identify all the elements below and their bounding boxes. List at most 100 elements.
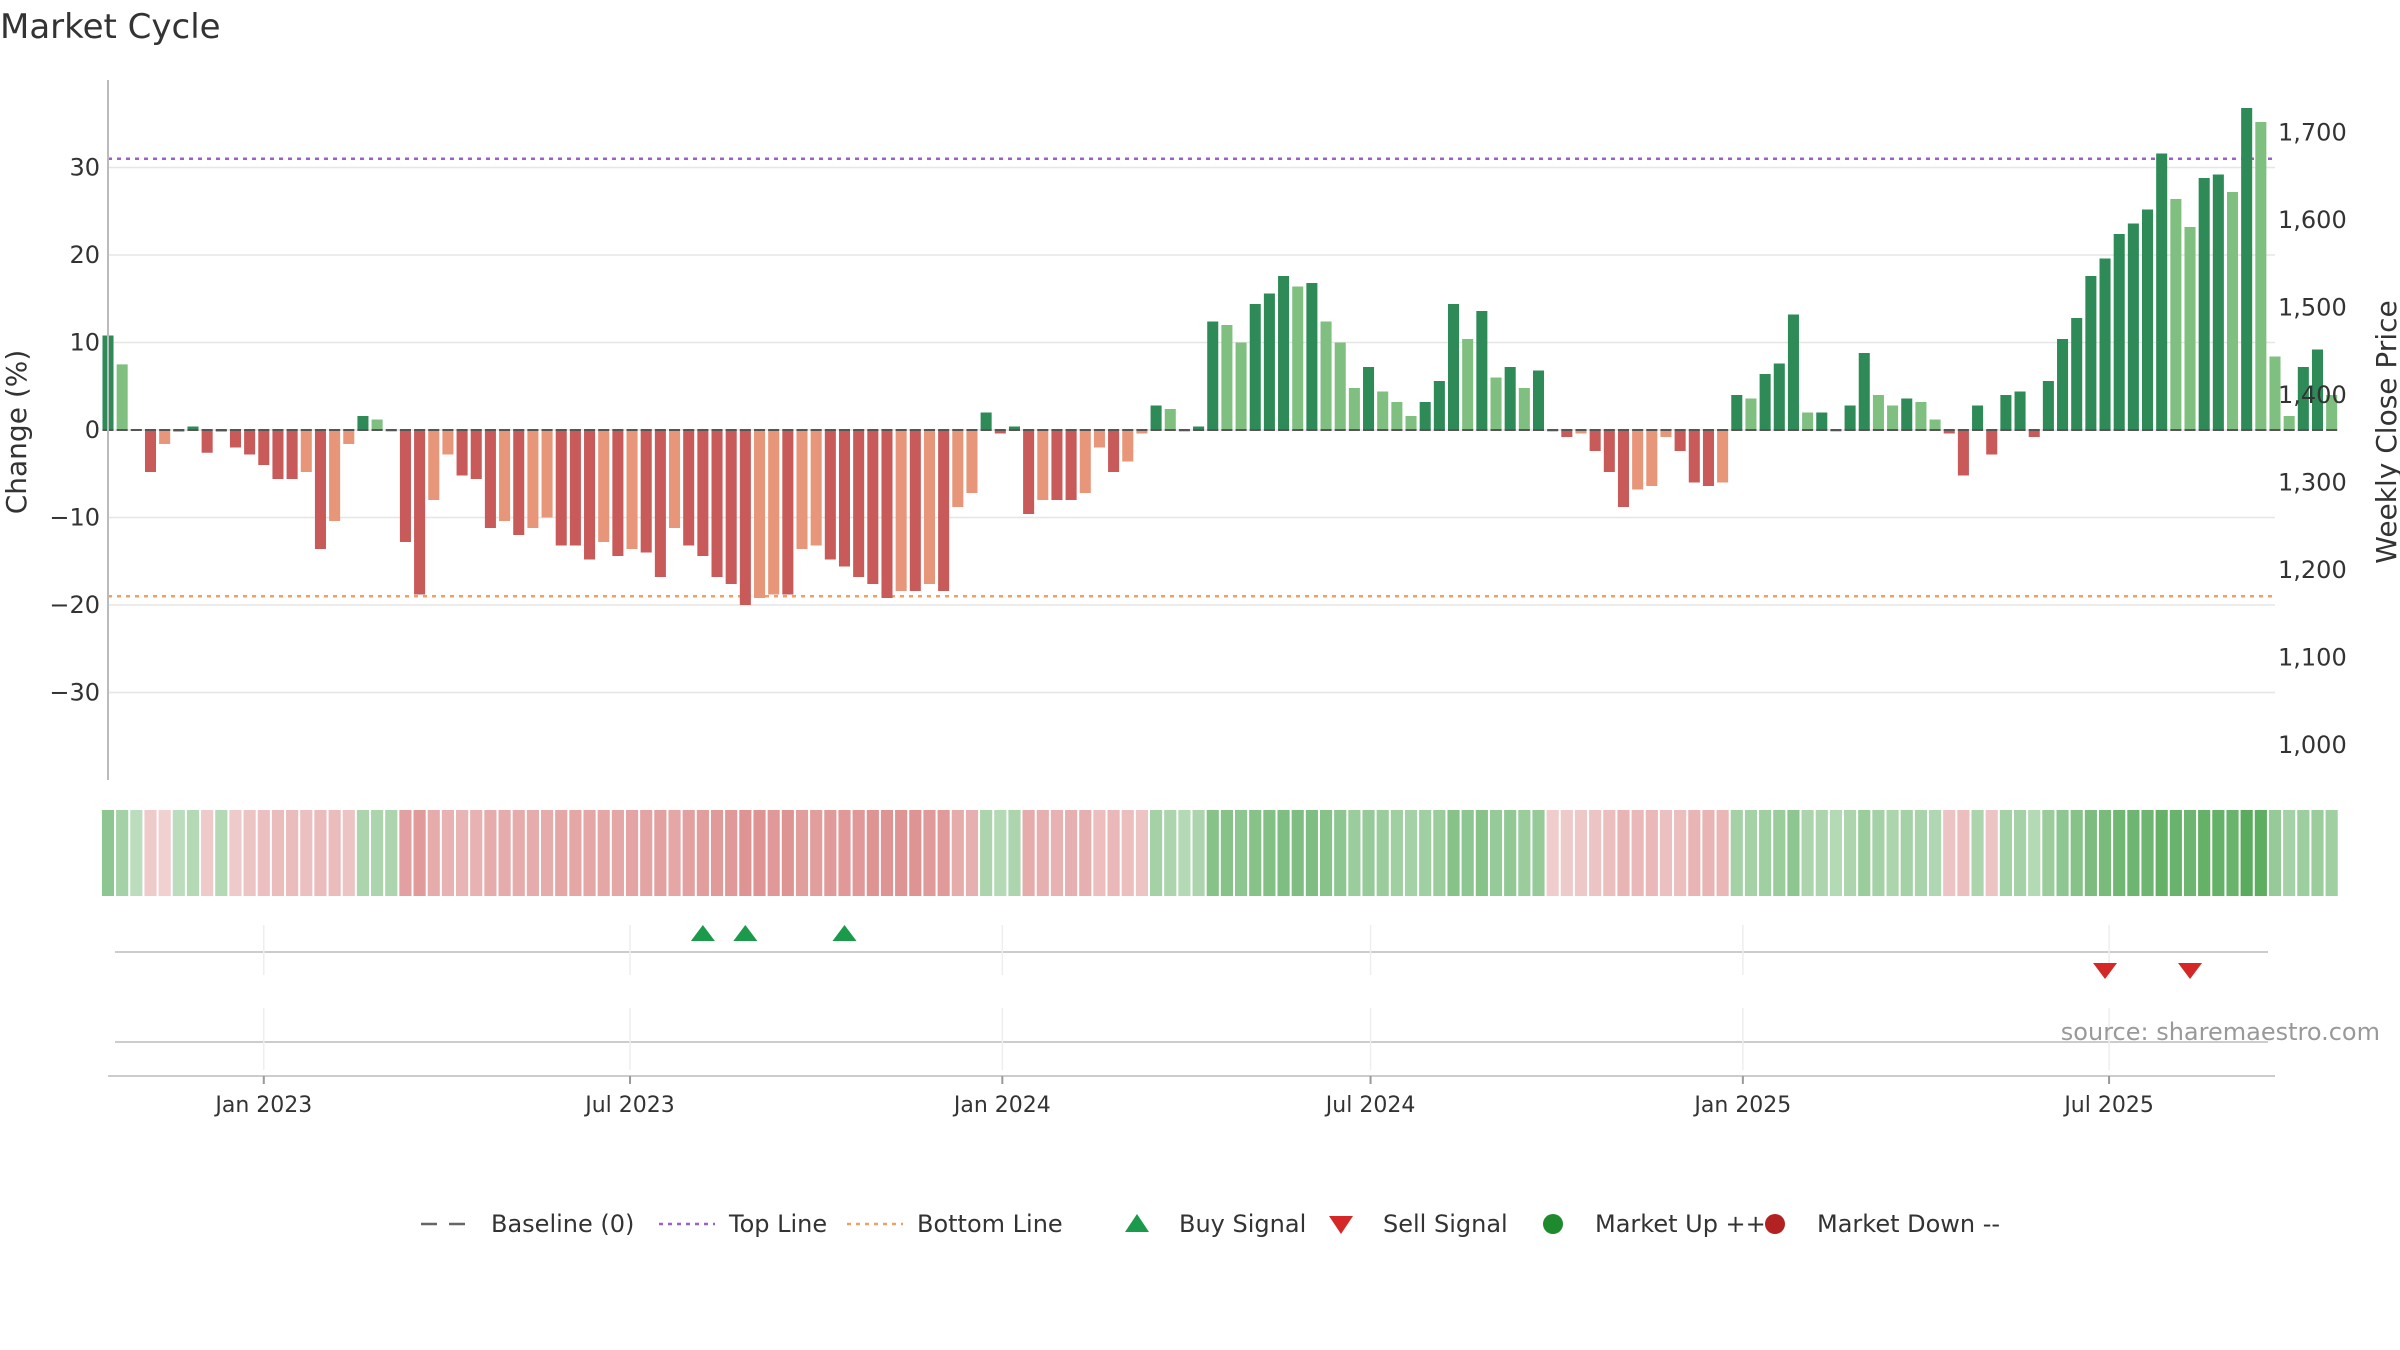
change-bar xyxy=(1802,412,1814,430)
change-bar xyxy=(1065,430,1077,500)
heat-cell xyxy=(824,810,837,896)
change-bar xyxy=(414,430,426,595)
legend-item: Bottom Line xyxy=(847,1210,1063,1238)
heat-cell xyxy=(1489,810,1503,896)
change-bar xyxy=(1348,388,1360,430)
heat-cell xyxy=(172,810,185,896)
change-bar xyxy=(399,430,411,542)
change-bar xyxy=(952,430,964,507)
change-bar xyxy=(286,430,298,479)
heat-cell xyxy=(1702,810,1715,896)
y-left-tick-label: −20 xyxy=(49,591,100,619)
change-bar xyxy=(1957,430,1969,476)
change-bar xyxy=(867,430,879,584)
heat-cell xyxy=(795,810,809,896)
heat-cell xyxy=(130,810,143,896)
legend-item: Baseline (0) xyxy=(421,1210,634,1238)
heat-cell xyxy=(271,810,285,896)
heat-cell xyxy=(1589,810,1602,896)
heat-cell xyxy=(923,810,936,896)
heat-cell xyxy=(2113,810,2126,896)
change-bar xyxy=(1901,398,1913,430)
change-bar xyxy=(1731,395,1743,430)
change-bar xyxy=(725,430,737,584)
heat-cell xyxy=(611,810,624,896)
change-bar xyxy=(1518,388,1530,430)
change-bar xyxy=(683,430,695,546)
change-bar xyxy=(1986,430,1998,455)
change-bar xyxy=(1532,370,1545,430)
heat-cell xyxy=(640,810,653,896)
heat-cell xyxy=(2183,810,2197,896)
heat-cell xyxy=(1334,810,1347,896)
heat-cell xyxy=(470,810,483,896)
heat-cell xyxy=(1928,810,1942,896)
heat-cell xyxy=(1065,810,1078,896)
heat-cell xyxy=(1999,810,2012,896)
y-left-tick-label: 10 xyxy=(69,329,100,357)
change-bar xyxy=(527,430,539,528)
change-bar xyxy=(1093,430,1105,448)
y-left-tick-label: 30 xyxy=(69,154,100,182)
heat-cell xyxy=(1135,810,1149,896)
y-axis-right-label: Weekly Close Price xyxy=(2370,300,2400,563)
buy-signal-marker xyxy=(832,925,857,941)
change-bar xyxy=(1589,430,1601,451)
change-bar xyxy=(2226,192,2239,430)
y-right-tick-label: 1,400 xyxy=(2278,381,2347,409)
change-bar xyxy=(1433,381,1445,430)
heat-cell xyxy=(625,810,639,896)
heat-cell xyxy=(1206,810,1219,896)
heat-cell xyxy=(1971,810,1984,896)
heat-cell xyxy=(144,810,157,896)
heat-cell xyxy=(1943,810,1956,896)
change-bar xyxy=(1462,339,1474,430)
change-bar xyxy=(2071,318,2083,430)
change-bar xyxy=(456,430,468,476)
change-bar xyxy=(640,430,652,553)
change-bar xyxy=(1263,293,1275,430)
axes: 30 20 10 0 −10 −20 −30 1,700 1,600 1,500 1,400 1,30… xyxy=(49,80,2347,780)
heat-cell xyxy=(2098,810,2112,896)
change-bar xyxy=(1320,321,1332,430)
heat-cell xyxy=(1263,810,1276,896)
change-bar xyxy=(159,430,171,444)
change-bar xyxy=(1008,426,1020,430)
heat-cell xyxy=(1730,810,1743,896)
change-bar xyxy=(980,412,992,430)
heat-cell xyxy=(427,810,440,896)
change-bar xyxy=(1504,367,1516,430)
sell-signal-marker xyxy=(2178,963,2203,979)
legend-label: Baseline (0) xyxy=(491,1210,634,1238)
heat-cell xyxy=(1900,810,1913,896)
change-bar xyxy=(1943,430,1955,434)
heat-cell xyxy=(2155,810,2168,896)
change-bar xyxy=(569,430,581,546)
x-tick-label: Jan 2023 xyxy=(213,1093,312,1118)
change-bar xyxy=(782,430,794,595)
heat-cell xyxy=(1022,810,1035,896)
legend: Baseline (0) Top Line Bottom Line Buy Signa… xyxy=(421,1210,2000,1238)
change-bar xyxy=(2014,391,2026,430)
heat-cell xyxy=(1093,810,1106,896)
change-bar xyxy=(1037,430,1049,500)
change-bar xyxy=(2241,108,2253,430)
y-right-tick-label: 1,700 xyxy=(2278,119,2347,147)
heat-cell xyxy=(399,810,412,896)
heat-cell xyxy=(2226,810,2239,896)
heat-cell xyxy=(2240,810,2253,896)
heat-cell xyxy=(1504,810,1517,896)
change-bar xyxy=(810,430,822,546)
y-left-tick-label: 0 xyxy=(85,416,100,444)
change-bar xyxy=(584,430,596,560)
change-bar xyxy=(626,430,638,549)
change-bar xyxy=(555,430,567,546)
heat-cell xyxy=(1121,810,1134,896)
change-bar xyxy=(2170,199,2182,430)
change-bar xyxy=(1603,430,1615,472)
heat-cell xyxy=(413,810,426,896)
change-bar xyxy=(938,430,950,591)
change-bar xyxy=(1249,304,1261,430)
heat-cell xyxy=(2028,810,2041,896)
heat-cell xyxy=(300,810,313,896)
